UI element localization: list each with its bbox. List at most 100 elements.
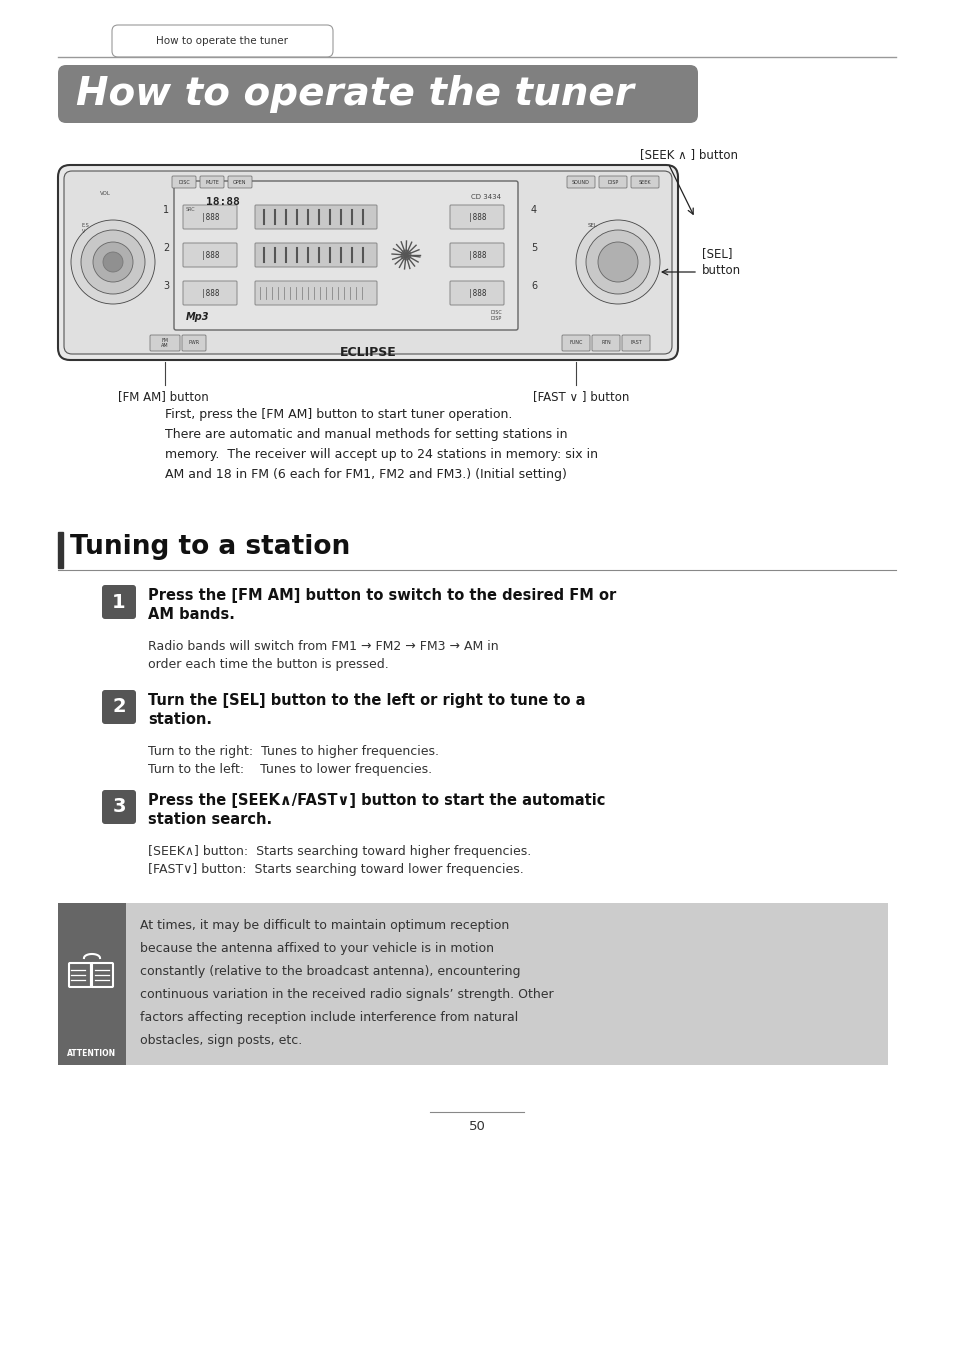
Text: |888: |888: [200, 289, 219, 298]
Text: PWR: PWR: [189, 340, 199, 346]
Text: 4: 4: [531, 205, 537, 215]
Text: [SEEK ∧ ] button: [SEEK ∧ ] button: [639, 148, 738, 161]
Text: At times, it may be difficult to maintain optimum reception: At times, it may be difficult to maintai…: [140, 919, 509, 932]
Text: OPEN: OPEN: [233, 179, 247, 184]
FancyBboxPatch shape: [254, 280, 376, 305]
Circle shape: [92, 243, 132, 282]
Text: constantly (relative to the broadcast antenna), encountering: constantly (relative to the broadcast an…: [140, 965, 520, 978]
FancyBboxPatch shape: [183, 205, 236, 229]
FancyBboxPatch shape: [621, 335, 649, 351]
FancyBboxPatch shape: [598, 176, 626, 188]
Text: AM bands.: AM bands.: [148, 607, 234, 622]
Text: AM and 18 in FM (6 each for FM1, FM2 and FM3.) (Initial setting): AM and 18 in FM (6 each for FM1, FM2 and…: [165, 467, 566, 481]
Text: Turn the [SEL] button to the left or right to tune to a: Turn the [SEL] button to the left or rig…: [148, 692, 585, 709]
Text: 2: 2: [112, 698, 126, 717]
Text: station.: station.: [148, 711, 212, 728]
Text: station search.: station search.: [148, 812, 272, 827]
Text: 3: 3: [112, 798, 126, 817]
Text: 18:88: 18:88: [206, 196, 239, 207]
Circle shape: [81, 230, 145, 294]
FancyBboxPatch shape: [58, 165, 678, 360]
Circle shape: [585, 230, 649, 294]
Text: DISP: DISP: [607, 179, 618, 184]
Text: 50: 50: [468, 1119, 485, 1133]
FancyBboxPatch shape: [450, 243, 503, 267]
Text: 6: 6: [531, 280, 537, 291]
Text: continuous variation in the received radio signals’ strength. Other: continuous variation in the received rad…: [140, 988, 553, 1001]
Text: Tuning to a station: Tuning to a station: [70, 534, 350, 560]
Bar: [58, 902, 126, 1065]
Text: |888: |888: [467, 213, 486, 221]
Text: order each time the button is pressed.: order each time the button is pressed.: [148, 659, 388, 671]
Text: Press the [FM AM] button to switch to the desired FM or: Press the [FM AM] button to switch to th…: [148, 588, 616, 603]
Text: 1: 1: [163, 205, 169, 215]
Text: [FAST ∨ ] button: [FAST ∨ ] button: [533, 390, 629, 402]
Text: CD 3434: CD 3434: [471, 194, 500, 201]
FancyBboxPatch shape: [450, 205, 503, 229]
FancyBboxPatch shape: [200, 176, 224, 188]
Text: DISC: DISC: [178, 179, 190, 184]
Text: Turn to the right:  Tunes to higher frequencies.: Turn to the right: Tunes to higher frequ…: [148, 745, 438, 757]
Text: [FM AM] button: [FM AM] button: [118, 390, 209, 402]
Text: FM
AM: FM AM: [161, 337, 169, 348]
Text: Turn to the left:    Tunes to lower frequencies.: Turn to the left: Tunes to lower frequen…: [148, 763, 432, 776]
Text: How to operate the tuner: How to operate the tuner: [76, 75, 633, 112]
Text: 2: 2: [163, 243, 169, 253]
Text: VOL: VOL: [100, 191, 111, 196]
FancyBboxPatch shape: [183, 280, 236, 305]
Text: |888: |888: [467, 251, 486, 260]
Circle shape: [576, 220, 659, 304]
FancyBboxPatch shape: [630, 176, 659, 188]
FancyBboxPatch shape: [172, 176, 195, 188]
FancyBboxPatch shape: [592, 335, 619, 351]
Text: Radio bands will switch from FM1 → FM2 → FM3 → AM in: Radio bands will switch from FM1 → FM2 →…: [148, 640, 498, 653]
Circle shape: [598, 243, 638, 282]
FancyBboxPatch shape: [102, 585, 136, 619]
Text: MUTE: MUTE: [205, 179, 218, 184]
FancyBboxPatch shape: [561, 335, 589, 351]
Text: obstacles, sign posts, etc.: obstacles, sign posts, etc.: [140, 1034, 302, 1047]
Circle shape: [400, 251, 411, 260]
FancyBboxPatch shape: [566, 176, 595, 188]
Circle shape: [71, 220, 154, 304]
Circle shape: [103, 252, 123, 272]
FancyBboxPatch shape: [450, 280, 503, 305]
Text: because the antenna affixed to your vehicle is in motion: because the antenna affixed to your vehi…: [140, 942, 494, 955]
FancyBboxPatch shape: [102, 790, 136, 824]
FancyBboxPatch shape: [102, 690, 136, 724]
Text: First, press the [FM AM] button to start tuner operation.: First, press the [FM AM] button to start…: [165, 408, 512, 421]
Text: There are automatic and manual methods for setting stations in: There are automatic and manual methods f…: [165, 428, 567, 440]
Bar: [58, 533, 63, 568]
Text: memory.  The receiver will accept up to 24 stations in memory: six in: memory. The receiver will accept up to 2…: [165, 449, 598, 461]
Text: ATTENTION: ATTENTION: [68, 1049, 116, 1057]
Text: SOUND: SOUND: [572, 179, 589, 184]
Text: FAST: FAST: [630, 340, 641, 346]
Text: 3: 3: [163, 280, 169, 291]
Text: How to operate the tuner: How to operate the tuner: [156, 37, 288, 46]
Text: Press the [SEEK∧/FAST∨] button to start the automatic: Press the [SEEK∧/FAST∨] button to start …: [148, 793, 605, 808]
FancyBboxPatch shape: [228, 176, 252, 188]
FancyBboxPatch shape: [64, 171, 671, 354]
FancyBboxPatch shape: [112, 24, 333, 57]
Text: [SEL]
button: [SEL] button: [701, 248, 740, 276]
Text: ECLIPSE: ECLIPSE: [339, 346, 395, 359]
Text: Mp3: Mp3: [186, 312, 210, 322]
FancyBboxPatch shape: [58, 65, 698, 123]
Text: factors affecting reception include interference from natural: factors affecting reception include inte…: [140, 1011, 517, 1024]
Text: 5: 5: [530, 243, 537, 253]
Text: DISC
DISP: DISC DISP: [490, 310, 501, 321]
Text: |888: |888: [200, 251, 219, 260]
Text: SEL: SEL: [587, 224, 598, 228]
FancyBboxPatch shape: [150, 335, 180, 351]
FancyBboxPatch shape: [183, 243, 236, 267]
Text: RTN: RTN: [600, 340, 610, 346]
Text: |888: |888: [467, 289, 486, 298]
Text: SEEK: SEEK: [638, 179, 651, 184]
Text: 1: 1: [112, 592, 126, 611]
Text: FUNC: FUNC: [569, 340, 582, 346]
FancyBboxPatch shape: [173, 182, 517, 331]
FancyBboxPatch shape: [182, 335, 206, 351]
Text: SRC: SRC: [186, 207, 195, 211]
Text: |888: |888: [200, 213, 219, 221]
Text: [SEEK∧] button:  Starts searching toward higher frequencies.: [SEEK∧] button: Starts searching toward …: [148, 846, 531, 858]
